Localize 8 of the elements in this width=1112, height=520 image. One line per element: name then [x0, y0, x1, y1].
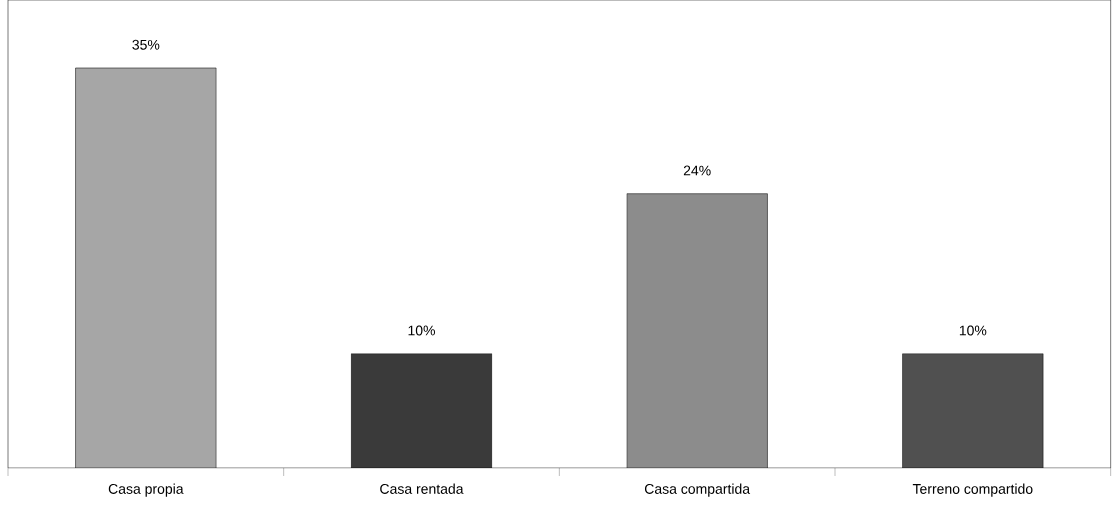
- x-tick-label: Terreno compartido: [912, 483, 1033, 497]
- x-tick-label: Casa rentada: [380, 483, 464, 494]
- data-label: 24%: [683, 165, 711, 176]
- x-tick-label: Casa compartida: [644, 483, 751, 497]
- data-label: 10%: [408, 325, 436, 336]
- data-label: 35%: [132, 39, 160, 50]
- data-label: 10%: [959, 325, 987, 336]
- x-tick-label: Casa propia: [108, 483, 184, 497]
